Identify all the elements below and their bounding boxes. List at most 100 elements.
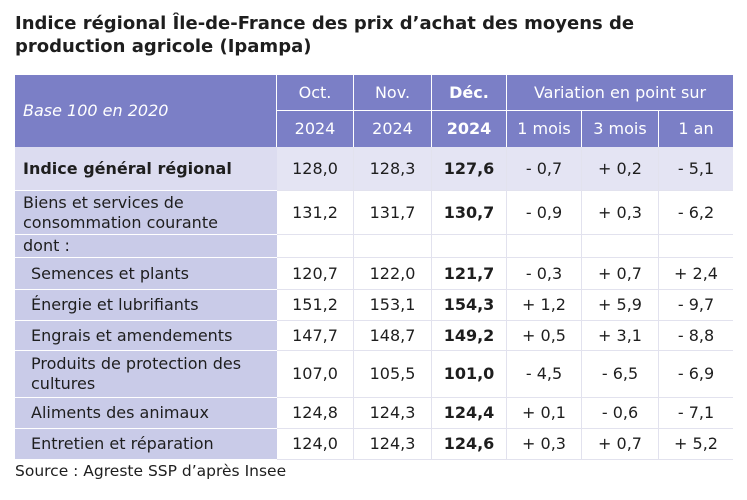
value-cell-text: + 5,2	[674, 434, 718, 453]
header-year: 2024	[432, 111, 507, 147]
row-label: Indice général régional	[15, 147, 277, 191]
value-cell: + 0,3	[582, 191, 659, 235]
value-cell-text: 149,2	[443, 325, 495, 345]
value-cell-text: 130,7	[443, 202, 495, 222]
value-cell-text: + 3,1	[598, 325, 642, 345]
value-cell: 154,3	[432, 290, 507, 321]
value-cell-text: 131,7	[369, 202, 416, 222]
value-cell-text: + 5,9	[598, 295, 642, 314]
value-cell-text: - 8,8	[677, 325, 715, 345]
value-cell: 122,0	[354, 258, 432, 290]
header-period-text: 1 an	[678, 119, 714, 138]
value-cell: 121,7	[432, 258, 507, 290]
value-cell	[582, 235, 659, 258]
row-label-text: Semences et plants	[31, 263, 189, 283]
value-cell-text: - 0,7	[525, 158, 563, 178]
row-label-text: Aliments des animaux	[31, 403, 209, 422]
header-month: Nov.	[354, 75, 432, 111]
value-cell: 124,6	[432, 429, 507, 460]
value-cell: - 0,9	[507, 191, 582, 235]
row-label: Aliments des animaux	[15, 398, 277, 429]
value-cell: + 5,9	[582, 290, 659, 321]
title: Indice régional Île-de-France des prix d…	[15, 13, 635, 57]
value-cell	[354, 235, 432, 258]
header-month: Oct.	[277, 75, 354, 111]
value-cell-text: 153,1	[369, 295, 416, 314]
value-cell: - 4,5	[507, 351, 582, 398]
value-cell-text: 124,0	[292, 434, 338, 453]
value-cell-text: 107,0	[292, 364, 338, 383]
value-cell-text: - 6,5	[601, 364, 639, 383]
value-cell: - 6,2	[659, 191, 733, 235]
value-cell-text: + 0,3	[598, 202, 642, 222]
value-cell-text: 154,3	[443, 295, 495, 314]
row-label-text: dont :	[23, 236, 70, 255]
row-label: Produits de protection des cultures	[15, 351, 277, 398]
value-cell: 131,7	[354, 191, 432, 235]
value-cell-text: 105,5	[369, 364, 416, 383]
header-year-text: 2024	[372, 119, 413, 138]
value-cell-text: + 2,4	[674, 263, 718, 283]
row-label-text: Produits de protection des cultures	[31, 354, 242, 393]
value-cell: 151,2	[277, 290, 354, 321]
header-period-text: 1 mois	[517, 119, 571, 138]
value-cell: 147,7	[277, 321, 354, 351]
row-label: Semences et plants	[15, 258, 277, 290]
value-cell: 124,3	[354, 398, 432, 429]
source: Source : Agreste SSP d’après Insee	[15, 462, 287, 480]
row-label: Énergie et lubrifiants	[15, 290, 277, 321]
row-label-text: Entretien et réparation	[31, 434, 214, 453]
value-cell	[277, 235, 354, 258]
row-label: Engrais et amendements	[15, 321, 277, 351]
value-cell-text: 124,8	[292, 403, 338, 422]
value-cell: 107,0	[277, 351, 354, 398]
value-cell-text: - 6,2	[677, 202, 715, 222]
row-label: Biens et services de consommation couran…	[15, 191, 277, 235]
value-cell-text: 124,3	[369, 403, 416, 422]
value-cell: 127,6	[432, 147, 507, 191]
value-cell-text: + 0,7	[598, 263, 642, 283]
header-month-text: Nov.	[374, 82, 411, 102]
value-cell-text: + 0,2	[598, 158, 642, 178]
value-cell: + 0,1	[507, 398, 582, 429]
value-cell-text: 151,2	[292, 295, 338, 314]
row-label: dont :	[15, 235, 277, 258]
value-cell-text: 124,4	[443, 403, 495, 422]
value-cell: 124,4	[432, 398, 507, 429]
value-cell-text: 147,7	[292, 325, 338, 345]
row-label-text: Indice général régional	[23, 158, 232, 178]
value-cell: - 9,7	[659, 290, 733, 321]
value-cell	[432, 235, 507, 258]
row-label-text: Biens et services de consommation couran…	[23, 192, 218, 232]
value-cell: - 7,1	[659, 398, 733, 429]
value-cell: 101,0	[432, 351, 507, 398]
header-base-text: Base 100 en 2020	[23, 101, 169, 120]
value-cell-text: - 9,7	[677, 295, 715, 314]
value-cell: + 0,2	[582, 147, 659, 191]
row-label-text: Énergie et lubrifiants	[31, 295, 199, 314]
value-cell: 148,7	[354, 321, 432, 351]
value-cell	[659, 235, 733, 258]
value-cell-text: + 0,1	[522, 403, 566, 422]
value-cell-text: 101,0	[443, 364, 495, 383]
value-cell-text: 128,0	[292, 158, 338, 178]
value-cell: 131,2	[277, 191, 354, 235]
value-cell: 120,7	[277, 258, 354, 290]
value-cell: 124,0	[277, 429, 354, 460]
value-cell: 128,3	[354, 147, 432, 191]
header-period: 1 an	[659, 111, 733, 147]
header-year: 2024	[277, 111, 354, 147]
header-variation-text: Variation en point sur	[533, 82, 707, 102]
value-cell-text: 120,7	[292, 263, 338, 283]
header-year: 2024	[354, 111, 432, 147]
value-cell-text: 122,0	[369, 263, 416, 283]
header-variation: Variation en point sur	[507, 75, 733, 111]
value-cell-text: 148,7	[369, 325, 416, 345]
value-cell-text: + 0,3	[522, 434, 566, 453]
value-cell-text: - 6,9	[677, 364, 715, 383]
header-period: 3 mois	[582, 111, 659, 147]
value-cell-text: - 0,9	[525, 202, 563, 222]
value-cell-text: 127,6	[443, 158, 495, 178]
value-cell-text: + 1,2	[522, 295, 566, 314]
